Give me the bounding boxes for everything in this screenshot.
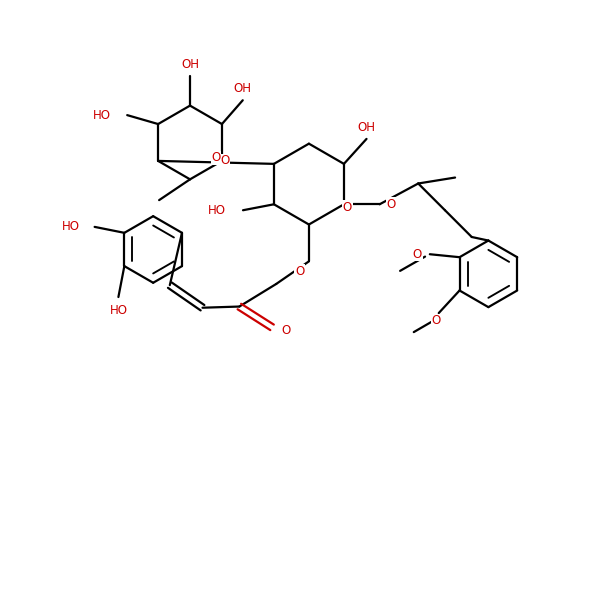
Text: OH: OH bbox=[234, 82, 252, 95]
Text: OH: OH bbox=[358, 121, 376, 134]
Text: O: O bbox=[211, 151, 221, 164]
Text: HO: HO bbox=[62, 220, 80, 233]
Text: HO: HO bbox=[208, 204, 226, 217]
Text: O: O bbox=[220, 154, 230, 167]
Text: O: O bbox=[431, 314, 440, 328]
Text: O: O bbox=[413, 248, 422, 261]
Text: O: O bbox=[295, 265, 304, 278]
Text: OH: OH bbox=[181, 58, 199, 71]
Text: O: O bbox=[281, 324, 290, 337]
Text: O: O bbox=[343, 201, 352, 214]
Text: HO: HO bbox=[109, 304, 127, 317]
Text: HO: HO bbox=[92, 109, 110, 122]
Text: O: O bbox=[387, 198, 396, 211]
